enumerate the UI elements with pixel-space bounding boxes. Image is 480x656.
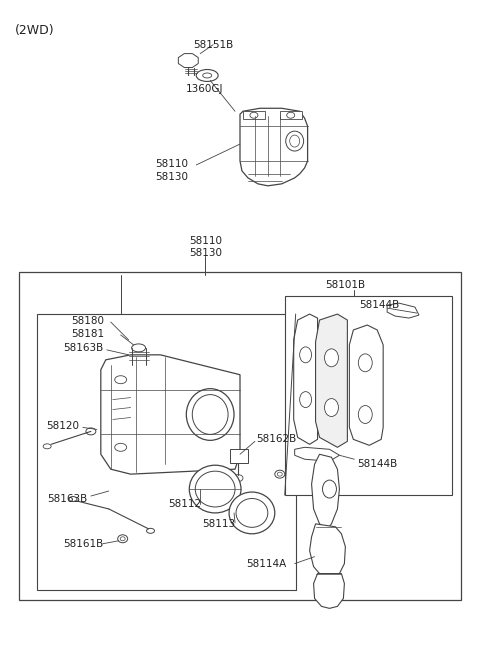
Text: 58120: 58120 bbox=[46, 421, 79, 432]
Ellipse shape bbox=[86, 428, 96, 435]
Ellipse shape bbox=[275, 470, 285, 478]
Ellipse shape bbox=[192, 395, 228, 434]
Text: (2WD): (2WD) bbox=[15, 24, 55, 37]
Bar bbox=[37, 314, 296, 590]
Ellipse shape bbox=[115, 443, 127, 451]
Text: 1360GJ: 1360GJ bbox=[185, 85, 223, 94]
Polygon shape bbox=[101, 355, 240, 474]
Ellipse shape bbox=[277, 472, 282, 476]
Ellipse shape bbox=[195, 471, 235, 507]
Ellipse shape bbox=[69, 497, 77, 501]
Text: 58144B: 58144B bbox=[357, 459, 397, 469]
Ellipse shape bbox=[287, 112, 295, 118]
Text: 58163B: 58163B bbox=[47, 494, 87, 504]
Polygon shape bbox=[315, 314, 348, 447]
Polygon shape bbox=[312, 454, 339, 529]
Ellipse shape bbox=[324, 399, 338, 417]
Polygon shape bbox=[179, 54, 198, 68]
Text: 58130: 58130 bbox=[189, 249, 222, 258]
Ellipse shape bbox=[203, 73, 212, 78]
Polygon shape bbox=[295, 447, 339, 461]
Text: 58110: 58110 bbox=[156, 159, 189, 169]
Text: 58113: 58113 bbox=[202, 519, 235, 529]
Ellipse shape bbox=[323, 480, 336, 498]
Ellipse shape bbox=[233, 475, 243, 482]
Ellipse shape bbox=[186, 388, 234, 440]
Bar bbox=[243, 112, 265, 119]
Text: 58101B: 58101B bbox=[325, 280, 366, 290]
Ellipse shape bbox=[286, 131, 304, 151]
Bar bbox=[19, 272, 461, 600]
Ellipse shape bbox=[300, 347, 312, 363]
Ellipse shape bbox=[118, 535, 128, 543]
Ellipse shape bbox=[132, 344, 145, 352]
Ellipse shape bbox=[146, 528, 155, 533]
Ellipse shape bbox=[196, 70, 218, 81]
Text: 58130: 58130 bbox=[156, 172, 189, 182]
Text: 58112: 58112 bbox=[168, 499, 202, 509]
Text: 58114A: 58114A bbox=[246, 559, 286, 569]
Text: 58180: 58180 bbox=[71, 316, 104, 326]
Ellipse shape bbox=[358, 405, 372, 423]
Polygon shape bbox=[387, 303, 419, 318]
Ellipse shape bbox=[229, 492, 275, 534]
Bar bbox=[280, 112, 301, 119]
Polygon shape bbox=[294, 314, 318, 444]
Ellipse shape bbox=[115, 376, 127, 384]
Polygon shape bbox=[349, 325, 383, 445]
Polygon shape bbox=[310, 524, 346, 577]
Ellipse shape bbox=[300, 392, 312, 407]
Polygon shape bbox=[240, 108, 308, 186]
Polygon shape bbox=[313, 573, 344, 608]
Text: 58163B: 58163B bbox=[63, 343, 103, 353]
Ellipse shape bbox=[358, 354, 372, 372]
Ellipse shape bbox=[120, 537, 125, 541]
Text: 58181: 58181 bbox=[71, 329, 104, 339]
Ellipse shape bbox=[324, 349, 338, 367]
Text: 58151B: 58151B bbox=[193, 39, 234, 50]
Bar bbox=[230, 449, 248, 463]
Ellipse shape bbox=[250, 112, 258, 118]
Ellipse shape bbox=[236, 499, 268, 527]
Ellipse shape bbox=[290, 135, 300, 147]
Text: 58144B: 58144B bbox=[360, 300, 399, 310]
Text: 58110: 58110 bbox=[189, 236, 222, 245]
Ellipse shape bbox=[43, 444, 51, 449]
Text: 58162B: 58162B bbox=[256, 434, 296, 444]
Ellipse shape bbox=[189, 465, 241, 513]
Bar bbox=[285, 297, 452, 495]
Text: 58161B: 58161B bbox=[63, 539, 103, 549]
